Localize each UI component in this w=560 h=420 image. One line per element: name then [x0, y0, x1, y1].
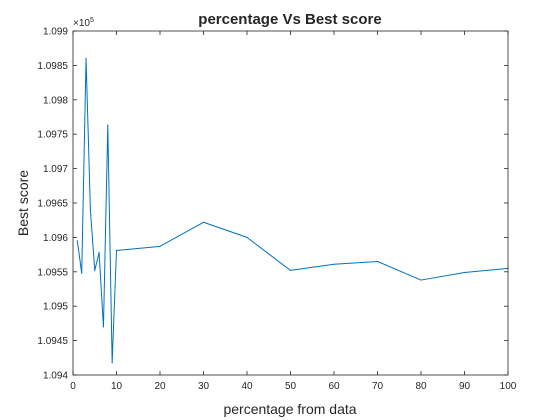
data-point: [463, 271, 466, 274]
x-tick-label: 70: [372, 381, 384, 392]
axis-ticks: 0 10 20 30 40 50 60 70 80 90 100 1.094 1.0945 1.095 1.…: [37, 27, 516, 393]
x-tick-label: 100: [500, 381, 517, 392]
data-point: [246, 236, 248, 238]
y-tick-label: 1.098: [43, 95, 68, 106]
multiplier-exponent: 5: [90, 17, 94, 24]
data-point: [376, 260, 379, 263]
x-tick-label: 90: [459, 381, 471, 392]
x-tick-label: 0: [70, 381, 76, 392]
y-tick-label: 1.097: [43, 164, 68, 175]
y-tick-label: 1.0945: [37, 336, 68, 347]
data-point: [76, 240, 78, 242]
data-point: [81, 272, 83, 274]
data-point: [107, 124, 109, 126]
y-tick-label: 1.094: [43, 371, 68, 382]
x-tick-label: 50: [285, 381, 297, 392]
y-axis-multiplier: ×105: [73, 17, 94, 29]
x-tick-label: 80: [415, 381, 427, 392]
x-tick-label: 30: [198, 381, 210, 392]
data-point: [111, 362, 113, 364]
data-point: [115, 249, 118, 252]
y-tick-label: 1.095: [43, 302, 68, 313]
x-tick-label: 40: [241, 381, 253, 392]
y-tick-label: 1.099: [43, 27, 68, 38]
y-tick-label: 1.0975: [37, 130, 68, 141]
data-point: [89, 209, 91, 211]
x-tick-label: 20: [154, 381, 166, 392]
x-tick-label: 60: [328, 381, 340, 392]
data-point: [420, 279, 422, 281]
data-point: [333, 263, 335, 265]
y-tick-label: 1.0955: [37, 267, 68, 278]
data-point: [94, 269, 96, 272]
data-point: [289, 269, 292, 272]
data-point: [85, 57, 87, 60]
data-point: [202, 221, 205, 223]
y-tick-label: 1.096: [43, 233, 68, 244]
data-point: [102, 326, 105, 328]
x-tick-label: 10: [111, 381, 123, 392]
multiplier-base: ×10: [73, 18, 90, 29]
y-tick-label: 1.0985: [37, 61, 68, 72]
y-tick-label: 1.0965: [37, 199, 68, 210]
series-lines: [76, 57, 509, 364]
y-axis-label: Best score: [15, 170, 31, 236]
data-point: [98, 251, 100, 254]
x-axis-label: percentage from data: [223, 401, 356, 417]
chart-title: percentage Vs Best score: [198, 11, 381, 28]
data-point: [159, 245, 161, 247]
plot-area: [73, 31, 508, 375]
plot-frame: [72, 30, 509, 376]
